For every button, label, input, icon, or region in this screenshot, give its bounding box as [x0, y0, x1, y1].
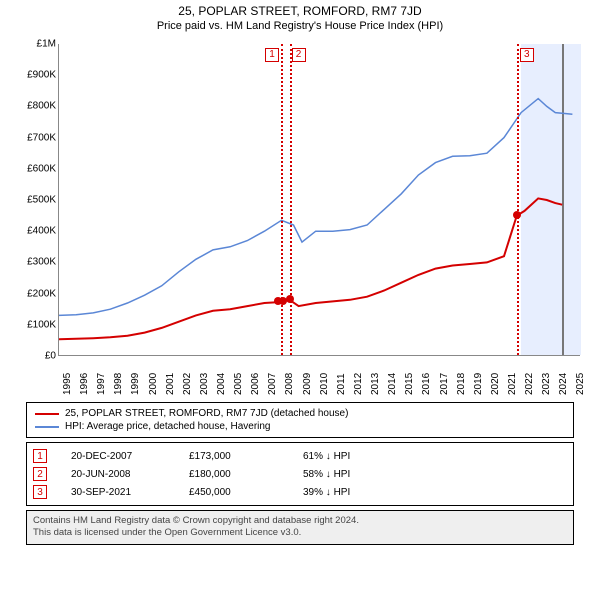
x-tick-label: 2023: [541, 383, 552, 395]
price-marker: [286, 295, 294, 303]
x-tick-label: 2017: [439, 383, 450, 395]
x-tick-label: 2008: [284, 383, 295, 395]
event-badge: 1: [265, 48, 279, 62]
x-tick-label: 2011: [336, 383, 347, 395]
x-tick-label: 2009: [302, 383, 313, 395]
x-tick-label: 2004: [216, 383, 227, 395]
x-tick-label: 2005: [233, 383, 244, 395]
footer-line-2: This data is licensed under the Open Gov…: [33, 527, 567, 539]
x-tick-label: 1997: [96, 383, 107, 395]
event-delta: 39% ↓ HPI: [303, 487, 350, 498]
x-tick-label: 2002: [182, 383, 193, 395]
legend: 25, POPLAR STREET, ROMFORD, RM7 7JD (det…: [26, 402, 574, 438]
plot-area: 12 3: [58, 44, 580, 356]
x-tick-label: 2021: [507, 383, 518, 395]
event-id-badge: 2: [33, 467, 47, 481]
x-tick-label: 2015: [404, 383, 415, 395]
event-date: 30-SEP-2021: [71, 487, 165, 498]
event-line: [517, 44, 519, 355]
footer-line-1: Contains HM Land Registry data © Crown c…: [33, 515, 567, 527]
x-tick-label: 1999: [130, 383, 141, 395]
y-tick-label: £1M: [10, 39, 56, 50]
x-tick-label: 1995: [62, 383, 73, 395]
x-tick-label: 1996: [79, 383, 90, 395]
event-delta: 61% ↓ HPI: [303, 451, 350, 462]
x-tick-label: 2003: [199, 383, 210, 395]
y-tick-label: £500K: [10, 195, 56, 206]
event-row: 1 20-DEC-2007 £173,000 61% ↓ HPI: [33, 447, 567, 465]
event-badge: 2: [292, 48, 306, 62]
event-date: 20-JUN-2008: [71, 469, 165, 480]
legend-label: HPI: Average price, detached house, Have…: [65, 421, 271, 432]
x-tick-label: 2020: [490, 383, 501, 395]
x-tick-label: 2012: [353, 383, 364, 395]
chart: £0 £100K £200K £300K £400K £500K £600K £700K £80…: [10, 36, 590, 396]
x-tick-label: 2025: [575, 383, 586, 395]
event-date: 20-DEC-2007: [71, 451, 165, 462]
chart-title: 25, POPLAR STREET, ROMFORD, RM7 7JD: [0, 0, 600, 18]
x-tick-label: 2000: [148, 383, 159, 395]
x-tick-label: 2022: [524, 383, 535, 395]
legend-label: 25, POPLAR STREET, ROMFORD, RM7 7JD (det…: [65, 408, 348, 419]
x-tick-label: 2018: [456, 383, 467, 395]
event-price: £173,000: [189, 451, 279, 462]
y-tick-label: £900K: [10, 70, 56, 81]
events-table: 1 20-DEC-2007 £173,000 61% ↓ HPI 2 20-JUN-200…: [26, 442, 574, 506]
event-id-badge: 3: [33, 485, 47, 499]
series-property: [59, 198, 562, 339]
y-tick-label: £400K: [10, 226, 56, 237]
x-tick-label: 2019: [473, 383, 484, 395]
event-line: [290, 44, 292, 355]
legend-swatch: [35, 413, 59, 415]
y-tick-label: £600K: [10, 163, 56, 174]
series-hpi: [59, 99, 572, 316]
event-id-badge: 1: [33, 449, 47, 463]
attribution-footer: Contains HM Land Registry data © Crown c…: [26, 510, 574, 545]
legend-item: 25, POPLAR STREET, ROMFORD, RM7 7JD (det…: [35, 407, 565, 420]
y-tick-label: £100K: [10, 319, 56, 330]
line-series-svg: [59, 44, 581, 356]
event-row: 2 20-JUN-2008 £180,000 58% ↓ HPI: [33, 465, 567, 483]
price-marker: [513, 211, 521, 219]
y-tick-label: £700K: [10, 132, 56, 143]
x-tick-label: 2024: [558, 383, 569, 395]
x-tick-label: 2016: [421, 383, 432, 395]
event-row: 3 30-SEP-2021 £450,000 39% ↓ HPI: [33, 483, 567, 501]
x-tick-label: 2007: [267, 383, 278, 395]
event-price: £450,000: [189, 487, 279, 498]
event-price: £180,000: [189, 469, 279, 480]
x-tick-label: 2014: [387, 383, 398, 395]
event-line: [281, 44, 283, 355]
event-delta: 58% ↓ HPI: [303, 469, 350, 480]
legend-swatch: [35, 426, 59, 428]
y-tick-label: £800K: [10, 101, 56, 112]
x-tick-label: 2001: [165, 383, 176, 395]
y-tick-label: £200K: [10, 288, 56, 299]
chart-subtitle: Price paid vs. HM Land Registry's House …: [0, 18, 600, 36]
legend-item: HPI: Average price, detached house, Have…: [35, 420, 565, 433]
y-tick-label: £300K: [10, 257, 56, 268]
x-tick-label: 2013: [370, 383, 381, 395]
x-tick-label: 2006: [250, 383, 261, 395]
y-tick-label: £0: [10, 351, 56, 362]
x-tick-label: 2010: [319, 383, 330, 395]
event-badge: 3: [520, 48, 534, 62]
x-tick-label: 1998: [113, 383, 124, 395]
